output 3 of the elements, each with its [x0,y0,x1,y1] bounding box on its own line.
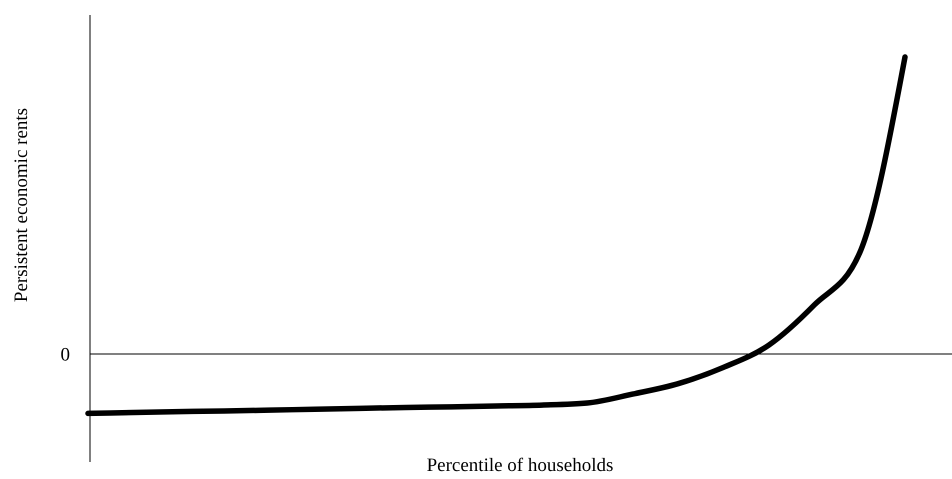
x-axis-title: Percentile of households [426,455,614,476]
ref-line-label: 0 [60,344,70,366]
y-axis-title: Persistent economic rents [11,108,32,302]
